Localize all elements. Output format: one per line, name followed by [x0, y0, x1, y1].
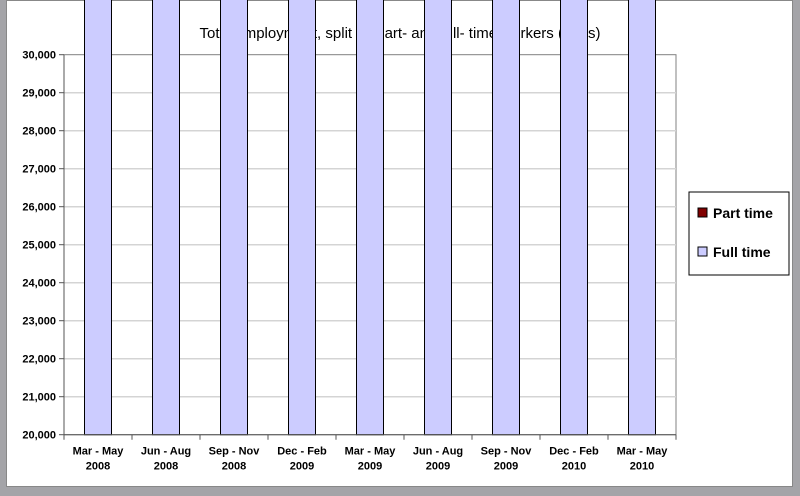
- bar-full-time: [492, 0, 520, 436]
- x-tick-label: Sep - Nov: [481, 446, 533, 458]
- legend-label: Full time: [713, 244, 771, 260]
- legend: Part time Full time: [688, 191, 790, 276]
- x-tick-label: Mar - May: [73, 446, 125, 458]
- bar-full-time: [424, 0, 452, 436]
- bar-full-time: [152, 0, 180, 436]
- x-tick-label: 2010: [562, 461, 586, 473]
- y-tick-label: 21,000: [22, 392, 56, 404]
- y-tick-label: 28,000: [22, 126, 56, 138]
- y-tick-label: 26,000: [22, 202, 56, 214]
- x-tick-label: 2009: [290, 461, 314, 473]
- bar-full-time: [628, 0, 656, 436]
- y-tick-label: 24,000: [22, 278, 56, 290]
- y-tick-label: 30,000: [22, 50, 56, 62]
- bar-full-time: [220, 0, 248, 436]
- y-tick-label: 22,000: [22, 354, 56, 366]
- x-tick-label: Jun - Aug: [413, 446, 463, 458]
- legend-swatch: [697, 246, 708, 257]
- y-tick-label: 20,000: [22, 430, 56, 442]
- x-tick-label: Dec - Feb: [549, 446, 599, 458]
- x-tick-label: 2009: [426, 461, 450, 473]
- x-tick-label: Dec - Feb: [277, 446, 327, 458]
- x-tick-label: 2009: [494, 461, 518, 473]
- legend-box: [688, 191, 790, 276]
- legend-swatch: [697, 207, 708, 218]
- y-tick-label: 27,000: [22, 164, 56, 176]
- x-tick-label: Mar - May: [345, 446, 397, 458]
- x-tick-label: 2010: [630, 461, 654, 473]
- x-tick-label: Mar - May: [617, 446, 669, 458]
- x-tick-label: 2008: [154, 461, 178, 473]
- x-tick-label: 2009: [358, 461, 382, 473]
- x-tick-label: 2008: [86, 461, 110, 473]
- y-tick-label: 25,000: [22, 240, 56, 252]
- bar-full-time: [356, 0, 384, 436]
- legend-label: Part time: [713, 205, 773, 221]
- x-tick-label: Sep - Nov: [209, 446, 261, 458]
- chart-title: Total employment, split by part- and ful…: [200, 25, 601, 42]
- bar-full-time: [84, 0, 112, 436]
- x-tick-label: 2008: [222, 461, 246, 473]
- bar-full-time: [288, 0, 316, 436]
- x-tick-label: Jun - Aug: [141, 446, 191, 458]
- bar-full-time: [560, 0, 588, 436]
- y-tick-label: 29,000: [22, 88, 56, 100]
- y-tick-label: 23,000: [22, 316, 56, 328]
